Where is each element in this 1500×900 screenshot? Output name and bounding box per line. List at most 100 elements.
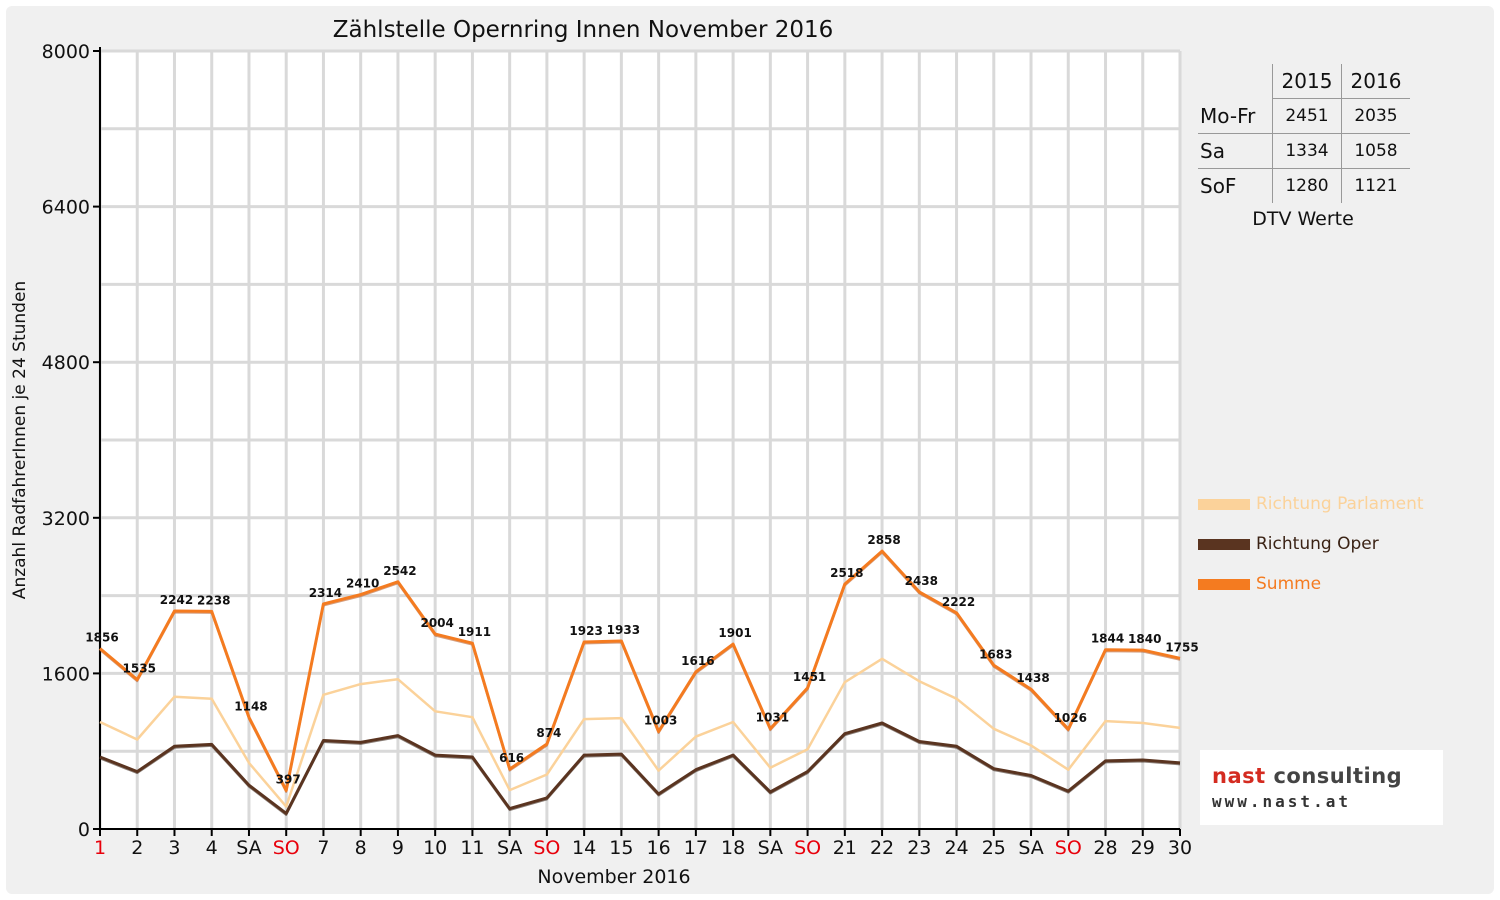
x-tick-label: 25 [982,837,1006,859]
data-label: 1683 [979,647,1012,661]
dtv-col-header: 2016 [1341,64,1410,99]
dtv-row-label: Mo-Fr [1198,98,1273,134]
axes: 0 1600 3200 4800 6400 8000 1 2 3 4 SA SO 7 8 9 10 11 SA SO… [42,41,1192,859]
legend-swatch [1198,538,1250,550]
logo-name: nast consulting [1212,764,1402,788]
x-tick-label: SA [1018,837,1043,859]
dtv-row-label: SoF [1200,174,1237,198]
x-tick-label: SO [794,837,821,859]
x-tick-label: 7 [317,837,329,859]
data-label: 1148 [234,699,267,713]
dtv-cell: 1334 [1272,133,1342,169]
x-tick-label: 15 [609,837,633,859]
data-label: 2222 [942,595,975,609]
series-line [99,549,1181,792]
data-label: 2314 [309,586,342,600]
data-label: 1616 [681,654,714,668]
data-label: 1911 [458,625,491,639]
data-label: 2004 [420,616,453,630]
x-tick-label: 22 [870,837,894,859]
x-tick-label: 11 [460,837,484,859]
dtv-cell: 1280 [1272,168,1342,203]
data-label: 2410 [346,577,379,591]
x-tick-label: 1 [94,837,106,859]
series-line [99,657,1181,808]
x-tick-label: 23 [907,837,931,859]
legend-item: Richtung Oper [1198,534,1424,554]
x-tick-label: SA [236,837,261,859]
legend-item: Summe [1198,574,1424,594]
nast-consulting-logo: nast consulting www.nast.at [1200,750,1443,825]
y-tick-label: 1600 [42,663,90,685]
data-label: 2542 [383,564,416,578]
legend: Richtung Parlament Richtung Oper Summe [1198,494,1424,614]
x-tick-label: 18 [721,837,745,859]
series-lines [99,549,1181,816]
x-tick-label: SO [533,837,560,859]
y-tick-label: 0 [78,819,90,841]
dtv-cell: 1058 [1341,133,1410,169]
data-label: 2858 [867,533,900,547]
dtv-cell: 1121 [1341,168,1410,203]
data-label: 2518 [830,566,863,580]
data-label: 1844 [1091,632,1124,646]
x-tick-label: 24 [944,837,968,859]
logo-url: www.nast.at [1212,792,1351,811]
y-tick-label: 4800 [42,352,90,374]
dtv-cell: 2035 [1341,98,1410,134]
y-axis-label: Anzahl RadfahrerInnen je 24 Stunden [10,281,30,599]
data-label: 1856 [85,631,118,645]
dtv-cell: 2451 [1272,98,1342,134]
x-tick-label: SA [758,837,783,859]
x-tick-label: 8 [355,837,367,859]
data-label: 2438 [905,574,938,588]
legend-item: Richtung Parlament [1198,494,1424,514]
legend-label: Richtung Parlament [1256,494,1424,514]
data-label: 1451 [793,670,826,684]
x-tick-label: 10 [423,837,447,859]
data-label: 1535 [123,662,156,676]
data-label: 1923 [569,624,602,638]
legend-swatch [1198,578,1250,590]
x-tick-label: 28 [1093,837,1117,859]
dtv-col-header: 2015 [1272,64,1342,99]
x-tick-label: 9 [392,837,404,859]
data-label: 1933 [607,623,640,637]
x-tick-label: 17 [684,837,708,859]
x-axis-label: November 2016 [537,866,690,888]
y-tick-label: 6400 [42,197,90,219]
data-label: 1031 [756,711,789,725]
x-tick-label: 4 [206,837,218,859]
legend-label: Richtung Oper [1256,534,1379,554]
data-labels: 1856 1535 2242 2238 1148 397 2314 2410 2542 2004 1… [85,533,1198,786]
data-label: 874 [536,726,561,740]
x-tick-label: 30 [1168,837,1192,859]
legend-swatch [1198,498,1250,510]
x-tick-label: 14 [572,837,596,859]
dtv-corner [1198,64,1273,99]
data-label: 2242 [160,593,193,607]
data-label: 616 [499,751,524,765]
chart-title: Zählstelle Opernring Innen November 2016 [333,17,834,43]
data-label: 2238 [197,593,230,607]
dtv-row-label: Sa [1198,133,1273,169]
data-label: 397 [276,772,301,786]
x-tick-label: SA [497,837,522,859]
data-label: 1901 [718,626,751,640]
data-label: 1003 [644,713,677,727]
x-tick-label: 29 [1131,837,1155,859]
data-label: 1840 [1128,632,1161,646]
x-tick-label: 2 [131,837,143,859]
legend-label: Summe [1256,574,1322,594]
x-tick-label: 16 [647,837,671,859]
y-tick-label: 8000 [42,41,90,63]
y-tick-label: 3200 [42,508,90,530]
x-tick-label: 21 [833,837,857,859]
data-label: 1026 [1054,711,1087,725]
series-line [99,721,1181,815]
dtv-caption: DTV Werte [1252,208,1354,230]
dtv-table: 2015 2016 Mo-Fr 2451 2035 Sa 1334 1058 S… [1198,64,1410,203]
data-label: 1438 [1016,671,1049,685]
logo-name-part2: consulting [1273,764,1403,788]
